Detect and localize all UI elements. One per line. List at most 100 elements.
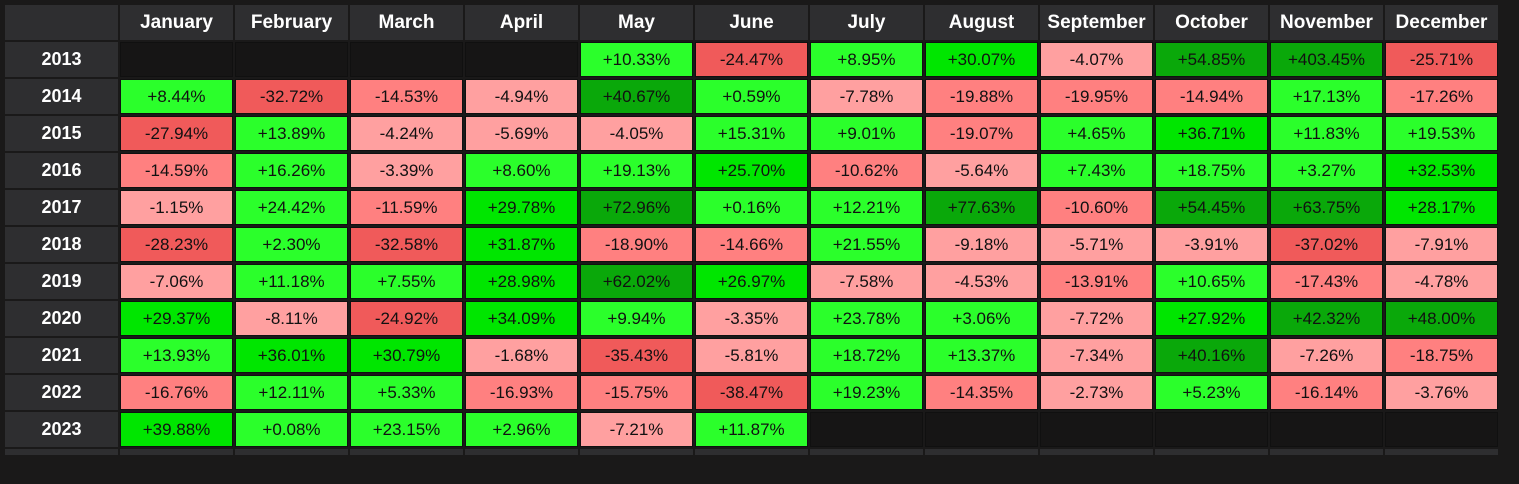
heatmap-cell: -3.35%: [695, 301, 808, 336]
heatmap-cell: +28.98%: [465, 264, 578, 299]
heatmap-cell: +19.23%: [810, 375, 923, 410]
heatmap-cell: +19.13%: [580, 153, 693, 188]
heatmap-cell: -1.68%: [465, 338, 578, 373]
heatmap-cell: +8.95%: [810, 42, 923, 77]
heatmap-cell: +2.30%: [235, 227, 348, 262]
empty-cell: [1270, 412, 1383, 447]
empty-cell: [1385, 412, 1498, 447]
year-label: 2016: [5, 153, 118, 188]
heatmap-cell: -14.94%: [1155, 79, 1268, 114]
heatmap-cell: +19.53%: [1385, 116, 1498, 151]
heatmap-cell: -19.95%: [1040, 79, 1153, 114]
heatmap-cell: -28.23%: [120, 227, 233, 262]
heatmap-cell: +15.31%: [695, 116, 808, 151]
heatmap-cell: -3.76%: [1385, 375, 1498, 410]
heatmap-cell: +11.18%: [235, 264, 348, 299]
heatmap-cell: -5.81%: [695, 338, 808, 373]
heatmap-cell: -7.34%: [1040, 338, 1153, 373]
heatmap-cell: -4.07%: [1040, 42, 1153, 77]
month-header: April: [465, 5, 578, 40]
heatmap-cell: +16.26%: [235, 153, 348, 188]
heatmap-cell: -25.71%: [1385, 42, 1498, 77]
heatmap-cell: -19.88%: [925, 79, 1038, 114]
heatmap-cell: -4.94%: [465, 79, 578, 114]
month-header: February: [235, 5, 348, 40]
heatmap-cell: -11.59%: [350, 190, 463, 225]
heatmap-cell: -10.60%: [1040, 190, 1153, 225]
heatmap-cell: +54.85%: [1155, 42, 1268, 77]
empty-cell: [465, 42, 578, 77]
heatmap-cell: -7.91%: [1385, 227, 1498, 262]
year-label: 2018: [5, 227, 118, 262]
heatmap-cell: +21.55%: [810, 227, 923, 262]
heatmap-cell: +8.60%: [465, 153, 578, 188]
heatmap-cell: -5.64%: [925, 153, 1038, 188]
heatmap-cell: +62.02%: [580, 264, 693, 299]
year-label: 2022: [5, 375, 118, 410]
heatmap-cell: +7.55%: [350, 264, 463, 299]
heatmap-cell: +23.78%: [810, 301, 923, 336]
heatmap-cell: +5.33%: [350, 375, 463, 410]
heatmap-cell: -32.72%: [235, 79, 348, 114]
heatmap-cell: -7.58%: [810, 264, 923, 299]
heatmap-cell: +0.08%: [235, 412, 348, 447]
heatmap-cell: +12.11%: [235, 375, 348, 410]
heatmap-cell: +42.32%: [1270, 301, 1383, 336]
empty-cell: [1155, 412, 1268, 447]
heatmap-cell: -14.53%: [350, 79, 463, 114]
heatmap-cell: +13.93%: [120, 338, 233, 373]
month-header: December: [1385, 5, 1498, 40]
heatmap-cell: -19.07%: [925, 116, 1038, 151]
heatmap-cell: -4.53%: [925, 264, 1038, 299]
month-header: March: [350, 5, 463, 40]
year-label: 2014: [5, 79, 118, 114]
heatmap-cell: +39.88%: [120, 412, 233, 447]
month-header: July: [810, 5, 923, 40]
heatmap-cell: +32.53%: [1385, 153, 1498, 188]
heatmap-cell: +30.79%: [350, 338, 463, 373]
heatmap-cell: -24.47%: [695, 42, 808, 77]
month-header: November: [1270, 5, 1383, 40]
corner-cell: [5, 5, 118, 40]
heatmap-cell: -18.75%: [1385, 338, 1498, 373]
heatmap-cell: -9.18%: [925, 227, 1038, 262]
heatmap-cell: -16.93%: [465, 375, 578, 410]
empty-cell: [810, 412, 923, 447]
heatmap-cell: +72.96%: [580, 190, 693, 225]
empty-cell: [235, 42, 348, 77]
heatmap-cell: +25.70%: [695, 153, 808, 188]
heatmap-cell: -4.78%: [1385, 264, 1498, 299]
heatmap-cell: -13.91%: [1040, 264, 1153, 299]
empty-cell: [350, 42, 463, 77]
heatmap-cell: +4.65%: [1040, 116, 1153, 151]
heatmap-cell: +40.67%: [580, 79, 693, 114]
empty-cell: [1040, 412, 1153, 447]
heatmap-cell: -17.43%: [1270, 264, 1383, 299]
empty-cell: [120, 42, 233, 77]
heatmap-cell: +0.59%: [695, 79, 808, 114]
heatmap-cell: -2.73%: [1040, 375, 1153, 410]
year-label: 2015: [5, 116, 118, 151]
month-header: October: [1155, 5, 1268, 40]
heatmap-cell: +34.09%: [465, 301, 578, 336]
heatmap-cell: -3.91%: [1155, 227, 1268, 262]
year-label: 2013: [5, 42, 118, 77]
heatmap-cell: +403.45%: [1270, 42, 1383, 77]
heatmap-cell: -14.35%: [925, 375, 1038, 410]
heatmap-cell: +2.96%: [465, 412, 578, 447]
month-header: September: [1040, 5, 1153, 40]
heatmap-cell: +23.15%: [350, 412, 463, 447]
heatmap-cell: +28.17%: [1385, 190, 1498, 225]
heatmap-cell: +26.97%: [695, 264, 808, 299]
year-label: 2019: [5, 264, 118, 299]
heatmap-cell: +5.23%: [1155, 375, 1268, 410]
heatmap-cell: -16.76%: [120, 375, 233, 410]
empty-cell: [925, 412, 1038, 447]
heatmap-cell: +36.01%: [235, 338, 348, 373]
heatmap-cell: -4.05%: [580, 116, 693, 151]
year-label: 2023: [5, 412, 118, 447]
heatmap-cell: -7.26%: [1270, 338, 1383, 373]
year-label: 2020: [5, 301, 118, 336]
heatmap-cell: -7.21%: [580, 412, 693, 447]
heatmap-cell: +29.37%: [120, 301, 233, 336]
